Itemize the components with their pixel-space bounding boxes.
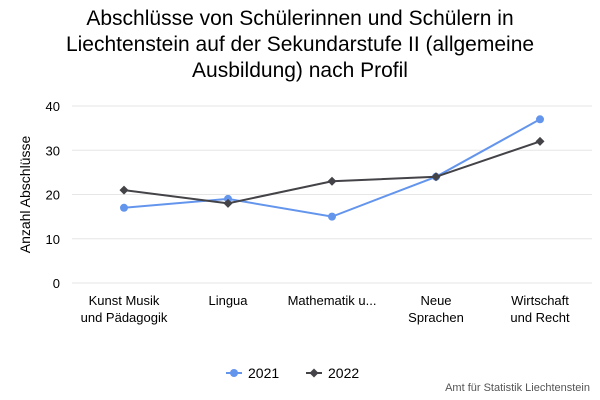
x-tick-label-line: Neue: [420, 293, 451, 308]
x-axis-ticks: Kunst Musik und Pädagogik Lingua Mathematik…: [81, 293, 570, 325]
x-tick-label: Lingua: [208, 293, 248, 308]
chart-title: Abschlüsse von Schülerinnen und Schülern…: [0, 6, 600, 84]
y-tick-label: 0: [53, 276, 60, 291]
data-point: [119, 185, 129, 195]
legend: 2021 2022: [226, 365, 359, 381]
x-tick-label-line: Sprachen: [408, 310, 464, 325]
x-tick-label-line: Kunst Musik: [89, 293, 160, 308]
x-tick-label-line: Mathematik u...: [288, 293, 377, 308]
x-tick-label-line: Wirtschaft: [511, 293, 569, 308]
data-point: [328, 212, 336, 221]
data-point: [536, 115, 544, 124]
series-line: [123, 118, 541, 218]
x-tick-label-line: und Recht: [510, 310, 570, 325]
source-credit: Amt für Statistik Liechtenstein: [445, 382, 590, 394]
chart-title-line: Liechtenstein auf der Sekundarstufe II (…: [65, 33, 535, 56]
x-tick-label: Wirtschaft und Recht: [510, 293, 570, 325]
data-point: [535, 136, 545, 146]
series-2021: [120, 115, 544, 221]
chart-title-line: Ausbildung) nach Profil: [192, 59, 408, 82]
y-axis-title: Anzahl Abschlüsse: [17, 136, 33, 254]
data-point: [431, 172, 441, 182]
y-tick-label: 20: [46, 188, 60, 203]
x-tick-label: Neue Sprachen: [408, 293, 464, 325]
y-tick-label: 10: [46, 232, 60, 247]
legend-marker: [309, 368, 319, 378]
x-tick-label-line: und Pädagogik: [81, 310, 168, 325]
legend-marker: [230, 369, 238, 377]
series-2022: [119, 136, 545, 208]
legend-label: 2022: [328, 365, 359, 381]
y-axis-ticks: 0 10 20 30 40: [46, 99, 60, 291]
legend-item[interactable]: 2021: [226, 365, 279, 381]
data-point: [327, 176, 337, 186]
grid-lines: [72, 105, 592, 284]
x-tick-label: Mathematik u...: [288, 293, 377, 308]
series-lines: [119, 115, 545, 221]
data-point: [223, 198, 233, 208]
chart-title-line: Abschlüsse von Schülerinnen und Schülern…: [86, 7, 514, 30]
data-point: [120, 203, 128, 212]
legend-label: 2021: [248, 365, 279, 381]
y-tick-label: 30: [46, 143, 60, 158]
legend-item[interactable]: 2022: [306, 365, 359, 381]
x-tick-label-line: Lingua: [208, 293, 248, 308]
y-tick-label: 40: [46, 99, 60, 114]
x-tick-label: Kunst Musik und Pädagogik: [81, 293, 168, 325]
